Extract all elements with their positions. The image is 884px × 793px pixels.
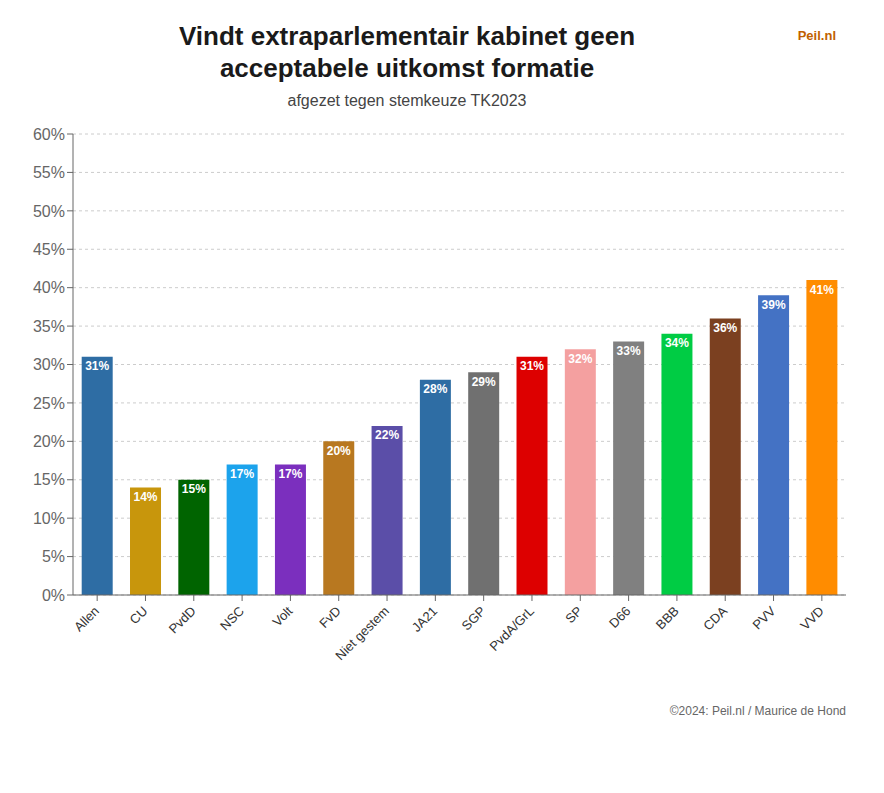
svg-text:22%: 22% bbox=[375, 428, 399, 442]
svg-text:40%: 40% bbox=[33, 279, 65, 296]
svg-text:31%: 31% bbox=[85, 359, 109, 373]
svg-text:30%: 30% bbox=[33, 356, 65, 373]
svg-text:SGP: SGP bbox=[459, 603, 489, 633]
svg-text:PVV: PVV bbox=[749, 603, 778, 632]
svg-text:50%: 50% bbox=[33, 203, 65, 220]
html-text:Vindt extraparlementair kabine: Vindt extraparlementair kabinet geen bbox=[178, 21, 636, 51]
svg-text:FvD: FvD bbox=[316, 603, 343, 630]
svg-text:36%: 36% bbox=[713, 321, 737, 335]
svg-text:17%: 17% bbox=[278, 467, 302, 481]
svg-text:15%: 15% bbox=[33, 471, 65, 488]
svg-text:29%: 29% bbox=[472, 375, 496, 389]
svg-text:VVD: VVD bbox=[797, 603, 827, 633]
svg-text:PvdA/GrL: PvdA/GrL bbox=[486, 603, 536, 653]
svg-text:10%: 10% bbox=[33, 510, 65, 527]
svg-text:SP: SP bbox=[562, 603, 585, 626]
svg-text:20%: 20% bbox=[33, 433, 65, 450]
svg-text:Allen: Allen bbox=[71, 603, 102, 634]
svg-text:0%: 0% bbox=[42, 587, 65, 604]
svg-text:Volt: Volt bbox=[269, 603, 295, 629]
svg-text:CDA: CDA bbox=[700, 603, 730, 633]
svg-text:BBB: BBB bbox=[653, 603, 682, 632]
svg-text:28%: 28% bbox=[423, 382, 447, 396]
svg-text:NSC: NSC bbox=[217, 603, 247, 633]
svg-text:35%: 35% bbox=[33, 318, 65, 335]
svg-text:31%: 31% bbox=[520, 359, 544, 373]
svg-text:PvdD: PvdD bbox=[166, 603, 199, 636]
svg-text:15%: 15% bbox=[182, 482, 206, 496]
svg-text:39%: 39% bbox=[762, 298, 786, 312]
svg-text:45%: 45% bbox=[33, 241, 65, 258]
svg-text:Niet gestem: Niet gestem bbox=[332, 603, 392, 663]
svg-text:JA21: JA21 bbox=[409, 603, 441, 635]
svg-text:60%: 60% bbox=[33, 126, 65, 143]
svg-text:14%: 14% bbox=[133, 490, 157, 504]
svg-text:55%: 55% bbox=[33, 164, 65, 181]
html-text:acceptabele uitkomst formatie: acceptabele uitkomst formatie bbox=[219, 53, 595, 83]
svg-text:25%: 25% bbox=[33, 395, 65, 412]
svg-text:41%: 41% bbox=[810, 283, 834, 297]
html-text:Peil.nl: Peil.nl bbox=[797, 28, 836, 43]
svg-text:33%: 33% bbox=[617, 344, 641, 358]
svg-text:5%: 5% bbox=[42, 548, 65, 565]
svg-text:34%: 34% bbox=[665, 336, 689, 350]
svg-text:CU: CU bbox=[127, 603, 151, 627]
svg-text:32%: 32% bbox=[568, 352, 592, 366]
svg-text:D66: D66 bbox=[606, 603, 633, 630]
svg-text:20%: 20% bbox=[327, 444, 351, 458]
html-text:afgezet tegen stemkeuze TK2023: afgezet tegen stemkeuze TK2023 bbox=[287, 92, 527, 109]
html-text:©2024: Peil.nl / Maurice de Ho: ©2024: Peil.nl / Maurice de Hond bbox=[669, 704, 846, 718]
svg-text:17%: 17% bbox=[230, 467, 254, 481]
